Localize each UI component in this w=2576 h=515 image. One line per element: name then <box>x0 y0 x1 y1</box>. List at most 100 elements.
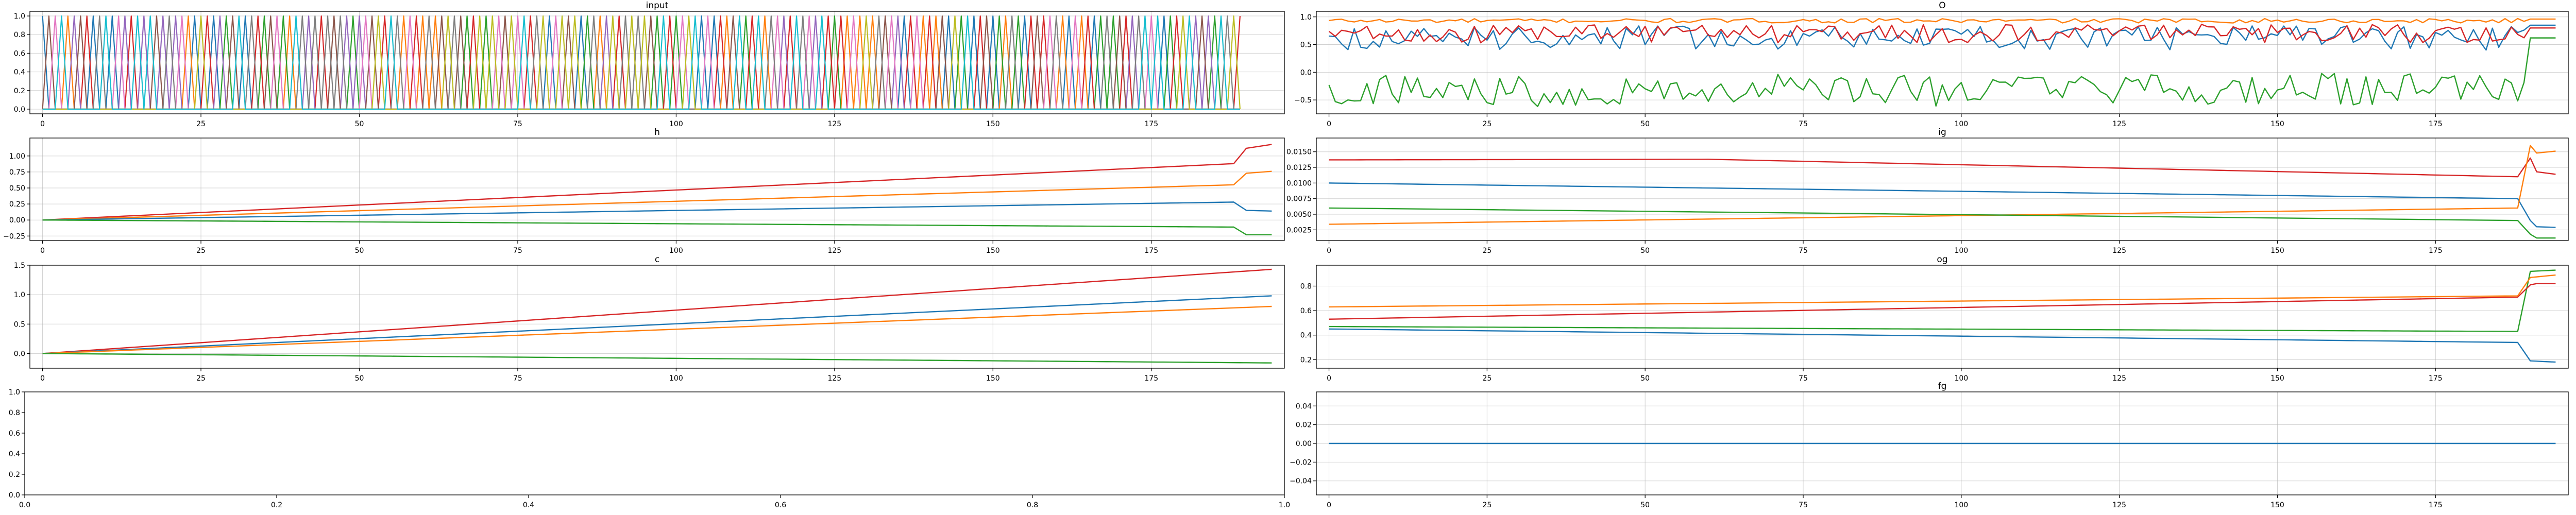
series-line <box>1329 274 2556 308</box>
x-tick-label: 50 <box>1640 501 1650 509</box>
x-tick-label: 100 <box>669 120 683 128</box>
x-tick-label: 125 <box>827 247 841 255</box>
x-tick-label: 0.2 <box>271 501 282 509</box>
x-tick-label: 0 <box>1327 374 1331 383</box>
y-tick-label: −0.04 <box>1290 477 1312 486</box>
x-tick-label: 25 <box>1482 120 1492 128</box>
x-tick-label: 0.0 <box>19 501 30 509</box>
x-tick-label: 25 <box>1482 247 1492 255</box>
series-line <box>42 268 1272 354</box>
x-tick-label: 100 <box>1954 374 1968 383</box>
subplot-title: O <box>1939 1 1945 11</box>
y-tick-label: 0.75 <box>9 168 25 177</box>
x-tick-label: 75 <box>1799 501 1808 509</box>
x-tick-label: 150 <box>2270 120 2284 128</box>
x-tick-label: 150 <box>2270 374 2284 383</box>
subplot-h: 0 25 50 75 100 125 150 175 −0.25 0.00 0.25 0.50 0.75… <box>3 127 1285 255</box>
subplot-ig: 0 25 50 75 100 125 150 175 0.0025 0.0050 0.0075 0.0… <box>1286 127 2569 255</box>
y-tick-label: 0.0075 <box>1286 195 1312 203</box>
subplot-title: c <box>655 254 659 265</box>
x-tick-label: 125 <box>2112 120 2126 128</box>
y-tick-label: 0.00 <box>1296 440 1312 448</box>
x-tick-label: 1.0 <box>1279 501 1290 509</box>
x-tick-label: 0 <box>40 374 45 383</box>
y-tick-label: 1.5 <box>14 262 25 270</box>
subplot-input: 0 25 50 75 100 125 150 175 0.0 0.2 0.4 0.6 0.8 1.0 inp… <box>14 1 1285 128</box>
series-group <box>42 144 1272 236</box>
x-tick-label: 175 <box>2429 374 2443 383</box>
series-line <box>1329 145 2556 225</box>
x-tick-label: 75 <box>1799 247 1808 255</box>
series-line <box>42 144 1272 221</box>
subplot-title: ig <box>1938 127 1946 138</box>
x-tick-label: 50 <box>1640 247 1650 255</box>
subplot-title: fg <box>1938 381 1947 391</box>
y-tick-label: 0.00 <box>9 216 25 225</box>
x-tick-label: 75 <box>513 120 522 128</box>
subplot-title: input <box>646 1 669 11</box>
x-tick-label: 175 <box>1144 374 1158 383</box>
y-tick-label: 0.6 <box>9 430 20 438</box>
y-tick-label: −0.5 <box>1294 96 1312 105</box>
series-line <box>1329 328 2556 363</box>
axes-frame <box>29 11 1285 114</box>
axes-frame <box>1316 138 2569 241</box>
series-line <box>1329 157 2556 178</box>
x-tick-label: 0.4 <box>523 501 534 509</box>
y-tick-label: −0.25 <box>3 232 25 241</box>
series-line <box>42 219 1272 236</box>
subplot-title: og <box>1937 254 1947 265</box>
x-tick-label: 175 <box>2429 247 2443 255</box>
y-tick-label: 0.02 <box>1296 421 1312 430</box>
y-tick-label: 0.0100 <box>1286 179 1312 187</box>
y-tick-label: 0.6 <box>14 49 25 58</box>
x-tick-label: 175 <box>2429 501 2443 509</box>
x-tick-label: 25 <box>1482 501 1492 509</box>
axes-frame <box>29 138 1285 241</box>
x-tick-label: 25 <box>1482 374 1492 383</box>
series-line <box>1329 18 2556 24</box>
x-tick-label: 125 <box>2112 374 2126 383</box>
x-tick-label: 0 <box>40 247 45 255</box>
y-tick-label: 1.0 <box>14 291 25 299</box>
y-tick-label: −0.02 <box>1290 458 1312 467</box>
series-group <box>42 268 1272 364</box>
x-tick-label: 150 <box>986 120 1000 128</box>
y-tick-label: 0.04 <box>1296 402 1312 410</box>
series-line <box>1329 283 2556 320</box>
series-line <box>42 353 1272 364</box>
x-tick-label: 25 <box>196 374 206 383</box>
y-tick-label: 0.0125 <box>1286 164 1312 172</box>
series-group <box>1329 145 2556 239</box>
subplot-title: h <box>654 127 660 138</box>
x-tick-label: 0 <box>1327 247 1331 255</box>
x-tick-label: 100 <box>1954 120 1968 128</box>
x-tick-label: 0 <box>40 120 45 128</box>
series-line <box>1328 24 2556 44</box>
x-tick-label: 0.8 <box>1027 501 1038 509</box>
series-line <box>42 305 1272 354</box>
y-tick-label: 0.4 <box>14 68 25 77</box>
axes-frame <box>24 391 1285 495</box>
x-tick-label: 50 <box>1640 120 1650 128</box>
x-tick-label: 125 <box>2112 501 2126 509</box>
y-tick-label: 0.0025 <box>1286 226 1312 234</box>
x-tick-label: 75 <box>1799 374 1808 383</box>
subplot-fg: 0 25 50 75 100 125 150 175 −0.04 −0.02 0.00 0.02 0.0… <box>1290 381 2569 509</box>
x-tick-label: 75 <box>513 247 522 255</box>
x-tick-label: 25 <box>196 247 206 255</box>
y-tick-label: 0.5 <box>14 320 25 329</box>
x-tick-label: 75 <box>513 374 522 383</box>
y-tick-label: 1.0 <box>9 388 20 397</box>
y-tick-label: 1.00 <box>9 152 25 161</box>
x-tick-label: 50 <box>355 374 364 383</box>
x-tick-label: 25 <box>196 120 206 128</box>
x-tick-label: 125 <box>2112 247 2126 255</box>
x-tick-label: 100 <box>1954 501 1968 509</box>
y-tick-label: 0.50 <box>9 184 25 193</box>
x-tick-label: 75 <box>1799 120 1808 128</box>
y-tick-label: 0.8 <box>14 31 25 39</box>
x-tick-label: 150 <box>986 374 1000 383</box>
x-tick-label: 175 <box>2429 120 2443 128</box>
